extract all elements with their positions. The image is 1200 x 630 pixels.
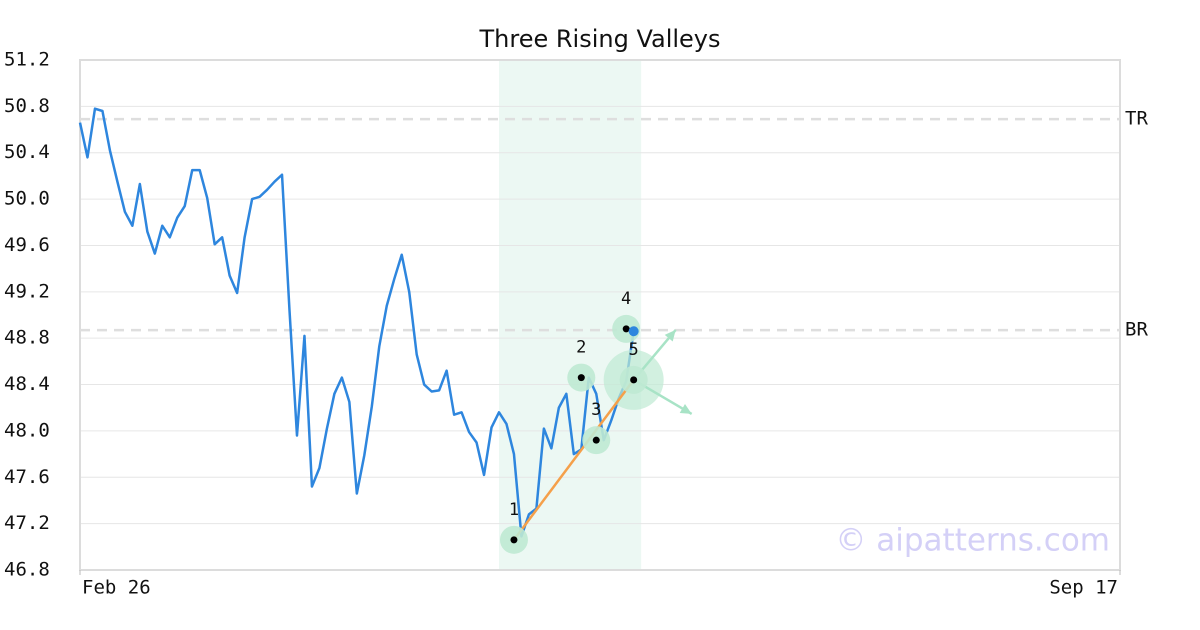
y-tick-label: 46.8 — [4, 559, 50, 581]
pattern-point — [577, 374, 585, 382]
y-tick-label: 48.0 — [4, 419, 50, 441]
y-tick-label: 47.6 — [4, 466, 50, 488]
price-line — [78, 107, 635, 538]
y-tick-label: 47.2 — [4, 512, 50, 534]
y-tick-label: 50.8 — [4, 95, 50, 117]
pattern-region — [498, 60, 642, 570]
chart-title: Three Rising Valleys — [478, 25, 720, 53]
pattern-point — [622, 325, 630, 333]
arrow-head — [664, 329, 676, 342]
point-label: 1 — [509, 500, 519, 520]
y-tick-label: 51.2 — [4, 49, 50, 71]
trend-line — [512, 379, 635, 541]
point-label: 4 — [621, 289, 631, 309]
y-tick-label: 48.8 — [4, 327, 50, 349]
pattern-point — [592, 436, 600, 444]
level-label: TR — [1125, 108, 1148, 130]
arrow-head — [679, 403, 692, 414]
pattern-point — [510, 536, 518, 544]
plot-frame — [79, 59, 1121, 571]
pattern-point — [630, 376, 638, 384]
level-label: BR — [1125, 319, 1148, 341]
y-tick-label: 50.4 — [4, 141, 50, 163]
y-tick-label: 49.2 — [4, 280, 50, 302]
y-tick-label: 49.6 — [4, 234, 50, 256]
x-tick-label: Feb 26 — [82, 577, 151, 599]
y-tick-label: 48.4 — [4, 373, 50, 395]
point-label: 3 — [591, 400, 601, 420]
x-tick-label: Sep 17 — [1049, 577, 1118, 599]
point-label: 5 — [629, 340, 639, 360]
point-label: 2 — [576, 338, 586, 358]
y-tick-label: 50.0 — [4, 188, 50, 210]
last-price-dot — [628, 326, 639, 337]
watermark: © aipatterns.com — [835, 523, 1110, 559]
